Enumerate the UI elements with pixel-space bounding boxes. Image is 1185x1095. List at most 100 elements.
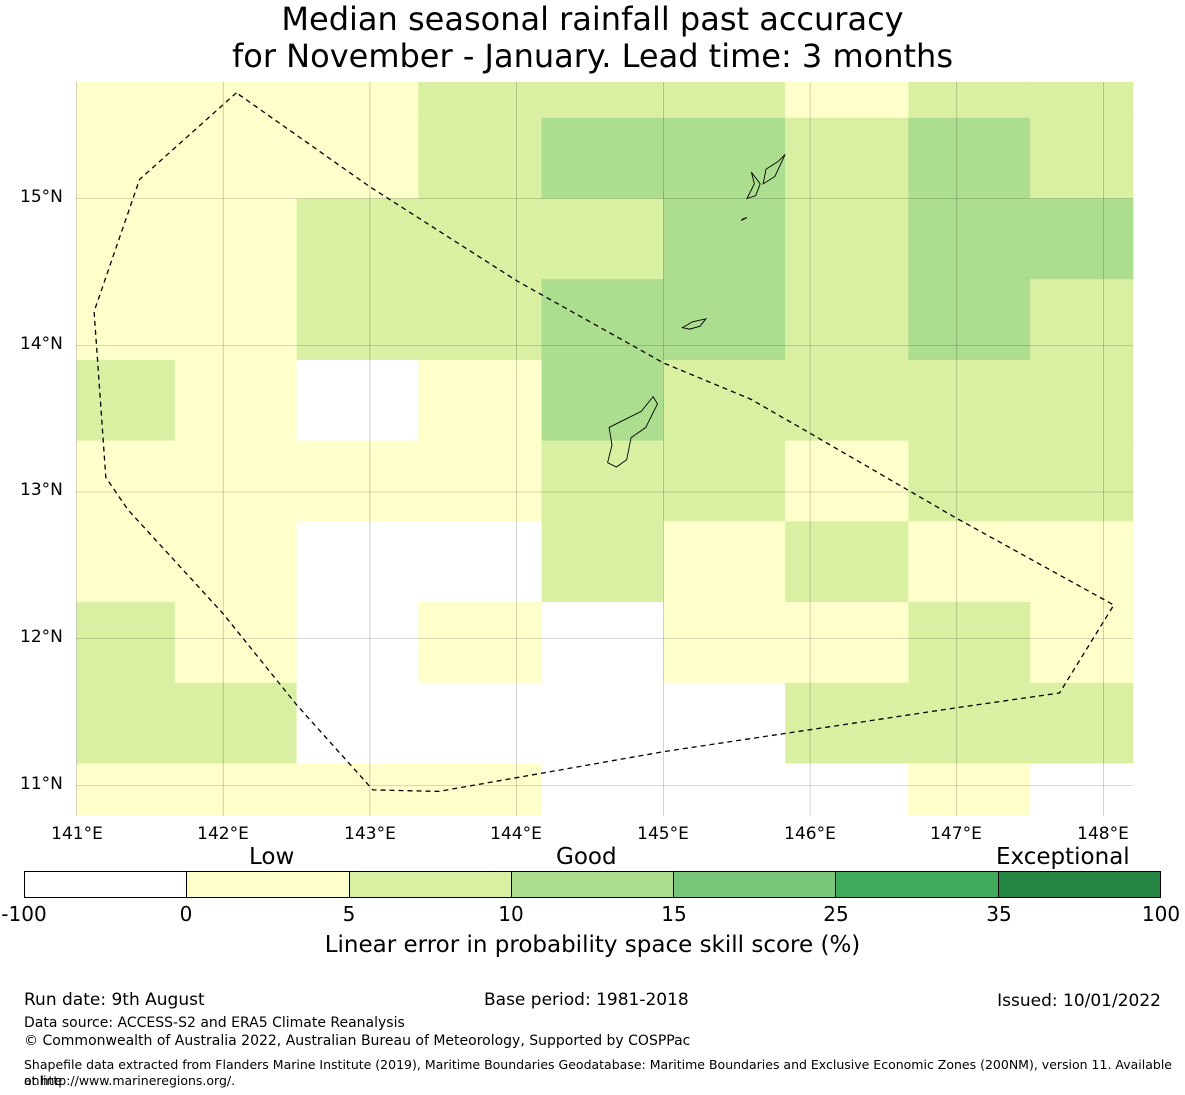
shapefile-credit-line1: Shapefile data extracted from Flanders M… <box>24 1057 1172 1088</box>
skill-cell <box>418 440 543 522</box>
colorbar-tick: -100 <box>1 902 47 926</box>
skill-cell <box>76 602 176 684</box>
lon-label-148e: 148°E <box>1077 824 1129 844</box>
skill-cell <box>296 279 419 361</box>
colorbar-tick: 35 <box>986 902 1012 926</box>
colorbar-segment <box>674 872 837 897</box>
shapefile-credit-line2: at http://www.marineregions.org/. <box>24 1073 236 1088</box>
lon-label-147e: 147°E <box>930 824 982 844</box>
lon-label-141e: 141°E <box>51 824 103 844</box>
skill-cell <box>76 279 176 361</box>
colorbar-tick: 15 <box>661 902 687 926</box>
skill-cell <box>418 682 543 764</box>
colorbar-segment <box>836 872 999 897</box>
copyright: © Commonwealth of Australia 2022, Austra… <box>24 1033 691 1049</box>
skill-cell <box>296 682 419 764</box>
skill-cell <box>1030 359 1134 442</box>
skill-cell <box>174 117 298 199</box>
skill-cell <box>174 279 298 361</box>
skill-cell <box>1030 440 1134 522</box>
skill-cell <box>1030 117 1134 199</box>
skill-cell <box>418 763 543 816</box>
skill-cell <box>296 763 419 816</box>
colorbar-tick: 0 <box>179 902 193 926</box>
skill-cell <box>908 440 1031 522</box>
colorbar-segment <box>349 872 512 897</box>
chart-title-line1: Median seasonal rainfall past accuracy <box>281 0 904 38</box>
skill-cell <box>541 82 664 119</box>
skill-cell <box>541 359 664 442</box>
lat-label-11n: 11°N <box>20 774 63 794</box>
skill-cell <box>76 82 176 119</box>
skill-cell <box>296 440 419 522</box>
skill-cell <box>663 521 786 603</box>
skill-cell <box>296 359 419 442</box>
island-outline <box>740 217 748 221</box>
colorbar-tick: 10 <box>498 902 524 926</box>
category-exceptional: Exceptional <box>996 844 1130 870</box>
skill-cell <box>1030 82 1134 119</box>
skill-cell <box>1030 198 1134 280</box>
skill-cell <box>76 117 176 199</box>
colorbar-segment <box>25 872 188 897</box>
chart-title-line2: for November - January. Lead time: 3 mon… <box>232 37 953 75</box>
skill-cell <box>296 602 419 684</box>
skill-cell <box>76 682 176 764</box>
lon-label-145e: 145°E <box>637 824 689 844</box>
skill-cell <box>174 440 298 522</box>
skill-cell <box>418 521 543 603</box>
skill-cell <box>76 440 176 522</box>
skill-cell <box>76 198 176 280</box>
island-outline <box>746 171 761 200</box>
skill-cell <box>541 279 664 361</box>
skill-cell <box>785 117 909 199</box>
skill-cell <box>663 279 786 361</box>
island-outline <box>762 154 786 185</box>
skill-cell <box>908 279 1031 361</box>
skill-map <box>76 82 1134 816</box>
skill-cell <box>663 117 786 199</box>
skill-cell <box>785 359 909 442</box>
skill-cell <box>174 359 298 442</box>
island-outlines <box>607 154 786 468</box>
skill-cell <box>663 682 786 764</box>
skill-cell <box>785 682 909 764</box>
skill-cell <box>663 82 786 119</box>
colorbar-tick: 5 <box>342 902 356 926</box>
category-good: Good <box>556 844 617 870</box>
skill-cell <box>663 602 786 684</box>
skill-cell <box>174 602 298 684</box>
skill-cell <box>174 82 298 119</box>
lon-label-142e: 142°E <box>197 824 249 844</box>
skill-cell <box>76 763 176 816</box>
eez-boundary <box>93 92 1115 793</box>
lon-label-144e: 144°E <box>490 824 542 844</box>
lat-label-13n: 13°N <box>20 480 63 500</box>
skill-cell <box>296 82 419 119</box>
skill-cell <box>296 117 419 199</box>
skill-cell <box>418 117 543 199</box>
skill-cell <box>541 682 664 764</box>
skill-cell <box>418 198 543 280</box>
skill-cell <box>541 440 664 522</box>
skill-cell <box>785 82 909 119</box>
skill-cell <box>908 359 1031 442</box>
category-low: Low <box>249 844 295 870</box>
colorbar <box>24 871 1161 898</box>
colorbar-tick: 100 <box>1141 902 1181 926</box>
skill-cell <box>174 682 298 764</box>
graticule <box>76 82 1133 816</box>
skill-cell <box>908 521 1031 603</box>
base-period: Base period: 1981-2018 <box>484 990 689 1010</box>
skill-cell <box>1030 521 1134 603</box>
skill-cell <box>541 198 664 280</box>
colorbar-segment <box>998 872 1160 897</box>
lat-label-15n: 15°N <box>20 187 63 207</box>
run-date: Run date: 9th August <box>24 990 205 1010</box>
skill-cell <box>418 359 543 442</box>
skill-cell <box>1030 763 1134 816</box>
skill-cell <box>296 198 419 280</box>
skill-cell <box>908 682 1031 764</box>
colorbar-segment <box>511 872 675 897</box>
colorbar-title: Linear error in probability space skill … <box>324 932 861 958</box>
